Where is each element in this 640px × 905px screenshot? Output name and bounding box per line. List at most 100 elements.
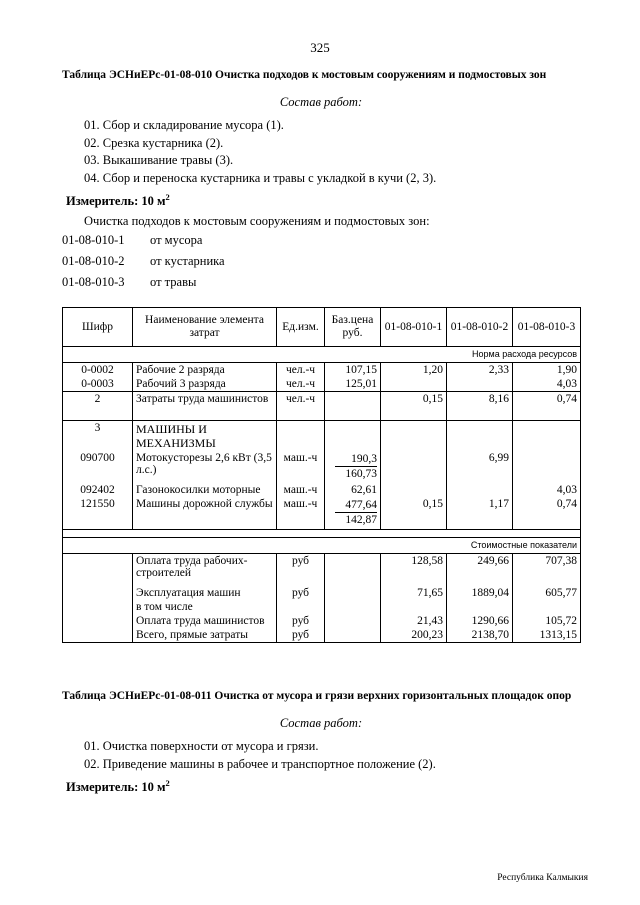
table-gap-cell	[62, 529, 581, 538]
cell-shifr	[62, 614, 133, 629]
cell-v3	[512, 600, 581, 615]
cell-unit: руб	[276, 628, 325, 644]
section2-izmeritel: Измеритель: 10 м2	[62, 775, 580, 796]
cell-unit: руб	[276, 614, 325, 629]
section1-title: Таблица ЭСНиЕРс-01-08-010 Очистка подход…	[62, 68, 580, 83]
cell-v1: 0,15	[380, 391, 447, 422]
cell-v2: 1889,04	[446, 586, 513, 601]
cell-unit: руб	[276, 553, 325, 587]
cell-v1: 0,15	[380, 497, 447, 531]
cell-shifr	[62, 600, 133, 615]
table-row: в том числе	[62, 600, 581, 615]
izmeritel-superscript: 2	[165, 778, 170, 789]
section1-sostav-label: Состав работ:	[279, 95, 363, 109]
page-content: Таблица ЭСНиЕРс-01-08-010 Очистка подход…	[62, 68, 581, 796]
cell-name: Машины дорожной службы	[132, 497, 277, 531]
cell-price-denominator: 160,73	[345, 468, 377, 481]
work-item: 01. Сбор и складирование мусора (1).	[84, 118, 284, 132]
cell-v3	[512, 420, 581, 452]
page-number: 325	[310, 40, 330, 55]
cell-price	[324, 391, 381, 422]
cell-name: Рабочие 2 разряда	[132, 362, 277, 378]
cell-price-fraction: 190,3 160,73	[324, 451, 381, 484]
cell-shifr: 2	[62, 391, 133, 422]
cell-name: Газонокосилки моторные	[132, 483, 277, 498]
cell-v2: 2138,70	[446, 628, 513, 644]
cell-shifr: 121550	[62, 497, 133, 531]
cell-name: Оплата труда машинистов	[132, 614, 277, 629]
cell-price-denominator: 142,87	[345, 514, 377, 527]
table-header-row: Шифр Наименование элемента затрат Ед.изм…	[62, 307, 581, 348]
cell-v1	[380, 377, 447, 393]
cell-v2	[446, 600, 513, 615]
cell-shifr: 0-0002	[62, 362, 133, 378]
band-label-cost: Стоимостные показатели	[62, 537, 581, 555]
cell-unit: чел.-ч	[276, 377, 325, 393]
col-header-variant-1: 01-08-010-1	[380, 307, 447, 348]
section2-title-code: ЭСНиЕРс-01-08-011	[108, 690, 212, 703]
table-row: Всего, прямые затраты руб 200,23 2138,70…	[62, 628, 581, 644]
cell-price	[324, 420, 381, 452]
cell-price	[324, 586, 381, 601]
table-row: 0-0003 Рабочий 3 разряда чел.-ч 125,01 4…	[62, 377, 581, 393]
table-row: Эксплуатация машин руб 71,65 1889,04 605…	[62, 586, 581, 601]
cell-price: 107,15	[324, 362, 381, 378]
cell-v2: 1,17	[446, 497, 513, 531]
code-line-desc: от кустарника	[150, 254, 225, 269]
section1-izmeritel: Измеритель: 10 м2	[62, 189, 580, 210]
cell-unit: маш.-ч	[276, 451, 325, 484]
cell-v1: 128,58	[380, 553, 447, 587]
band-label-norm: Норма расхода ресурсов	[62, 346, 581, 364]
cell-v1: 21,43	[380, 614, 447, 629]
table-row: 092402 Газонокосилки моторные маш.-ч 62,…	[62, 483, 581, 498]
cell-v2: 8,16	[446, 391, 513, 422]
code-line-code: 01-08-010-3	[62, 275, 125, 290]
cell-price	[324, 553, 381, 587]
cell-price-numerator: 477,64	[335, 498, 377, 514]
cell-v2	[446, 483, 513, 498]
cell-v3: 105,72	[512, 614, 581, 629]
cell-v1: 200,23	[380, 628, 447, 644]
cell-name: Затраты труда машинистов	[132, 391, 277, 422]
table-gap-row	[62, 529, 581, 538]
cell-price-fraction: 477,64 142,87	[324, 497, 381, 531]
cell-price: 62,61	[324, 483, 381, 498]
cell-v1: 1,20	[380, 362, 447, 378]
table-row: 3 МАШИНЫ И МЕХАНИЗМЫ	[62, 420, 581, 452]
cell-unit	[276, 600, 325, 615]
section1-title-prefix: Таблица	[62, 69, 107, 81]
code-line-desc: от мусора	[150, 233, 203, 248]
col-header-variant-3: 01-08-010-3	[512, 307, 581, 348]
cell-shifr: 3	[62, 420, 133, 452]
cell-shifr	[62, 628, 133, 644]
cell-name: Эксплуатация машин	[132, 586, 277, 601]
cell-v3	[512, 451, 581, 484]
cell-v3: 0,74	[512, 497, 581, 531]
section2-sostav-label: Состав работ:	[279, 716, 363, 731]
cell-v1	[380, 483, 447, 498]
cell-unit	[276, 420, 325, 452]
table-row: 121550 Машины дорожной службы маш.-ч 477…	[62, 497, 581, 531]
col-header-unit: Ед.изм.	[276, 307, 325, 348]
cell-unit: чел.-ч	[276, 362, 325, 378]
cell-v2: 1290,66	[446, 614, 513, 629]
cell-v3: 707,38	[512, 553, 581, 587]
table-row: 0-0002 Рабочие 2 разряда чел.-ч 107,15 1…	[62, 362, 581, 378]
cell-v2	[446, 420, 513, 452]
col-header-name: Наименование элемента затрат	[132, 307, 277, 348]
code-line: 01-08-010-3 от травы	[62, 272, 580, 293]
cell-v3: 1313,15	[512, 628, 581, 644]
section1-title-text: Очистка подходов к мостовым сооружениям …	[215, 69, 547, 81]
band-row-norm: Норма расхода ресурсов	[62, 346, 581, 364]
section2-title-prefix: Таблица	[62, 690, 107, 703]
table-row: Оплата труда машинистов руб 21,43 1290,6…	[62, 614, 581, 629]
cell-v2	[446, 377, 513, 393]
cell-price: 125,01	[324, 377, 381, 393]
cell-price	[324, 628, 381, 644]
code-line-code: 01-08-010-2	[62, 254, 125, 269]
cell-unit: руб	[276, 586, 325, 601]
work-item: 01. Очистка поверхности от мусора и гряз…	[84, 739, 319, 754]
cell-v3: 1,90	[512, 362, 581, 378]
izmeritel-label: Измеритель: 10 м	[66, 780, 166, 795]
